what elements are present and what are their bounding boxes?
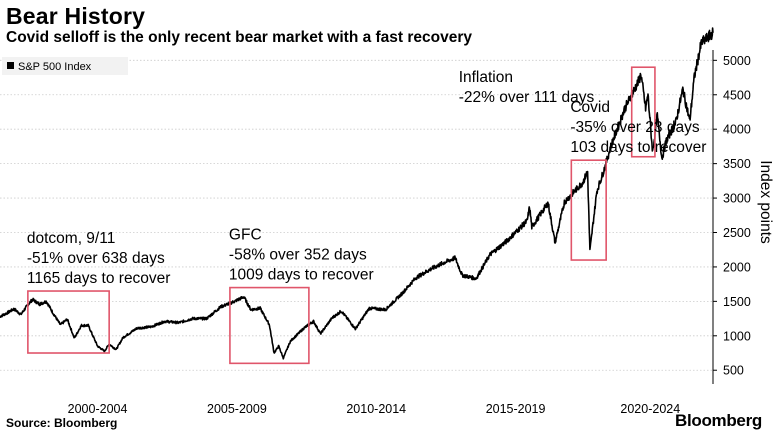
- annotation-covid-line: -35% over 23 days: [570, 119, 699, 136]
- annotation-inflation-line: Inflation: [459, 69, 513, 86]
- annotation-dotcom-line: dotcom, 9/11: [27, 230, 115, 247]
- y-tick-label: 2500: [723, 226, 751, 240]
- annotation-gfc-line: GFC: [229, 227, 262, 244]
- chart-subtitle: Covid selloff is the only recent bear ma…: [6, 29, 473, 46]
- x-tick-label: 2020-2024: [620, 402, 680, 416]
- y-tick-label: 3000: [723, 192, 751, 206]
- highlight-box-gfc: [229, 286, 310, 365]
- x-axis-ticks: 2000-2004 2005-2009 2010-2014 2015-2019 2020…: [68, 402, 681, 416]
- y-tick-label: 4500: [723, 88, 751, 102]
- y-tick-label: 2000: [723, 260, 751, 274]
- x-tick-label: 2000-2004: [68, 402, 128, 416]
- x-tick-label: 2005-2009: [207, 402, 267, 416]
- y-axis: 500 1000 1500 2000 2500 3000 3500 4000 4500 5000 I…: [712, 50, 774, 384]
- y-tick-label: 500: [723, 364, 744, 378]
- annotation-boxes: [27, 66, 656, 365]
- annotation-gfc-line: 1009 days to recover: [229, 267, 374, 284]
- annotation-dotcom-line: 1165 days to recover: [27, 270, 171, 287]
- chart-title: Bear History: [6, 3, 146, 29]
- legend-label: S&P 500 Index: [18, 61, 92, 73]
- highlight-box-covid: [570, 159, 607, 261]
- annotation-covid-line: Covid: [570, 99, 610, 116]
- x-tick-label: 2010-2014: [346, 402, 406, 416]
- brand-logo: Bloomberg: [674, 411, 762, 430]
- annotation-covid-line: 103 days to recover: [570, 139, 706, 156]
- highlight-box-inflation: [630, 66, 656, 158]
- annotation-inflation-line: -22% over 111 days: [459, 89, 595, 106]
- y-tick-label: 1000: [723, 329, 751, 343]
- legend: S&P 500 Index: [2, 57, 128, 75]
- legend-swatch: [7, 62, 14, 69]
- footer-source: Source: Bloomberg: [6, 416, 118, 430]
- highlight-box-dotcom: [27, 290, 110, 354]
- annotation-dotcom-line: -51% over 638 days: [27, 250, 165, 267]
- legend-box: [2, 57, 128, 75]
- y-tick-label: 3500: [723, 157, 751, 171]
- y-tick-label: 5000: [723, 54, 751, 68]
- annotation-gfc-line: -58% over 352 days: [229, 247, 367, 264]
- y-tick-label: 1500: [723, 295, 751, 309]
- y-axis-label: Index points: [757, 160, 774, 244]
- y-tick-label: 4000: [723, 123, 751, 137]
- series-layer: [0, 27, 714, 360]
- x-tick-label: 2015-2019: [486, 402, 546, 416]
- annotation-texts: dotcom, 9/11 -51% over 638 days 1165 days …: [27, 69, 707, 287]
- series-line-0: [0, 27, 714, 360]
